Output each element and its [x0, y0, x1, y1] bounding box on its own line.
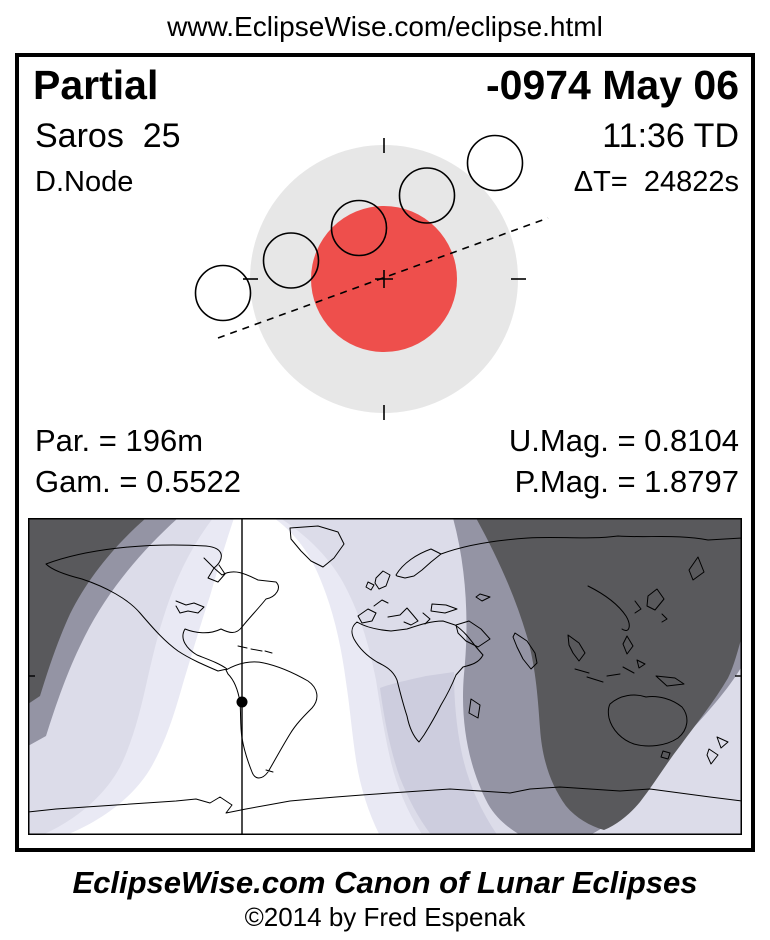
- coastline-antarctica: [28, 786, 742, 814]
- page-url-text: www.EclipseWise.com/eclipse.html: [167, 11, 603, 42]
- sub-lunar-zenith-dot: [236, 696, 248, 708]
- saros-label: Saros 25: [35, 117, 181, 155]
- visibility-world-map: [28, 518, 742, 835]
- moon-position-circle-4: [398, 167, 456, 224]
- moon-position-circle-1: [194, 264, 252, 322]
- eclipse-date-label: -0974 May 06: [485, 62, 739, 108]
- eclipse-card: Partial Saros 25 D.Node -0974 May 06 11:…: [15, 53, 755, 852]
- moon-position-circle-5: [466, 134, 524, 192]
- zone-eclipse-not-visible: [476, 518, 742, 830]
- penumbral-magnitude-label: P.Mag. = 1.8797: [514, 464, 739, 499]
- partial-duration-label: Par. = 196m: [35, 423, 204, 458]
- map-border: [28, 518, 742, 835]
- coastline-africa: [351, 620, 484, 743]
- coastline-south-america: [225, 661, 318, 779]
- shadow-diagram: [194, 134, 549, 420]
- coastline-oceania: [574, 635, 729, 765]
- zone-mid-band-right: [380, 672, 498, 835]
- footer-copyright: ©2014 by Fred Espenak: [244, 902, 526, 932]
- shadow-center-crosshair: [375, 270, 393, 288]
- zone-eclipse-fully-visible: [66, 518, 380, 835]
- node-label: D.Node: [35, 166, 134, 198]
- coastline-europe: [357, 548, 458, 626]
- ecliptic-dashed-line: [217, 217, 549, 339]
- zone-dark-wrap-top-left: [28, 518, 146, 704]
- gamma-label: Gam. = 0.5522: [35, 464, 241, 499]
- moon-position-circle-2: [262, 232, 320, 289]
- coastline-asia: [440, 535, 742, 670]
- delta-t-label: ΔT= 24822s: [573, 166, 739, 198]
- footer-canon-title: EclipseWise.com Canon of Lunar Eclipses: [72, 865, 698, 900]
- moon-position-circle-3: [330, 199, 388, 257]
- eclipse-type-label: Partial: [33, 62, 159, 108]
- umbral-magnitude-label: U.Mag. = 0.8104: [508, 423, 739, 458]
- eclipse-time-label: 11:36 TD: [602, 117, 739, 155]
